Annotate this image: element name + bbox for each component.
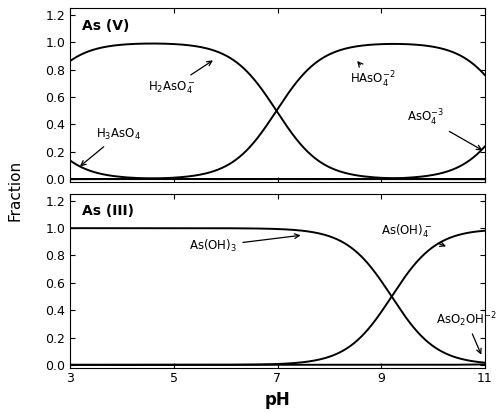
Text: $\mathregular{AsO_2OH^{-2}}$: $\mathregular{AsO_2OH^{-2}}$ xyxy=(436,310,496,354)
Text: $\mathregular{As(OH)_4^-}$: $\mathregular{As(OH)_4^-}$ xyxy=(382,223,445,247)
X-axis label: pH: pH xyxy=(264,391,290,409)
Text: As (V): As (V) xyxy=(82,19,130,33)
Text: $\mathregular{AsO_4^{-3}}$: $\mathregular{AsO_4^{-3}}$ xyxy=(407,108,482,150)
Text: $\mathregular{H_3AsO_4}$: $\mathregular{H_3AsO_4}$ xyxy=(81,127,141,166)
Text: Fraction: Fraction xyxy=(8,159,22,221)
Text: As (III): As (III) xyxy=(82,204,134,218)
Text: $\mathregular{As(OH)_3}$: $\mathregular{As(OH)_3}$ xyxy=(190,234,300,254)
Text: $\mathregular{H_2AsO_4^-}$: $\mathregular{H_2AsO_4^-}$ xyxy=(148,61,212,96)
Text: $\mathregular{HAsO_4^{-2}}$: $\mathregular{HAsO_4^{-2}}$ xyxy=(350,62,396,90)
